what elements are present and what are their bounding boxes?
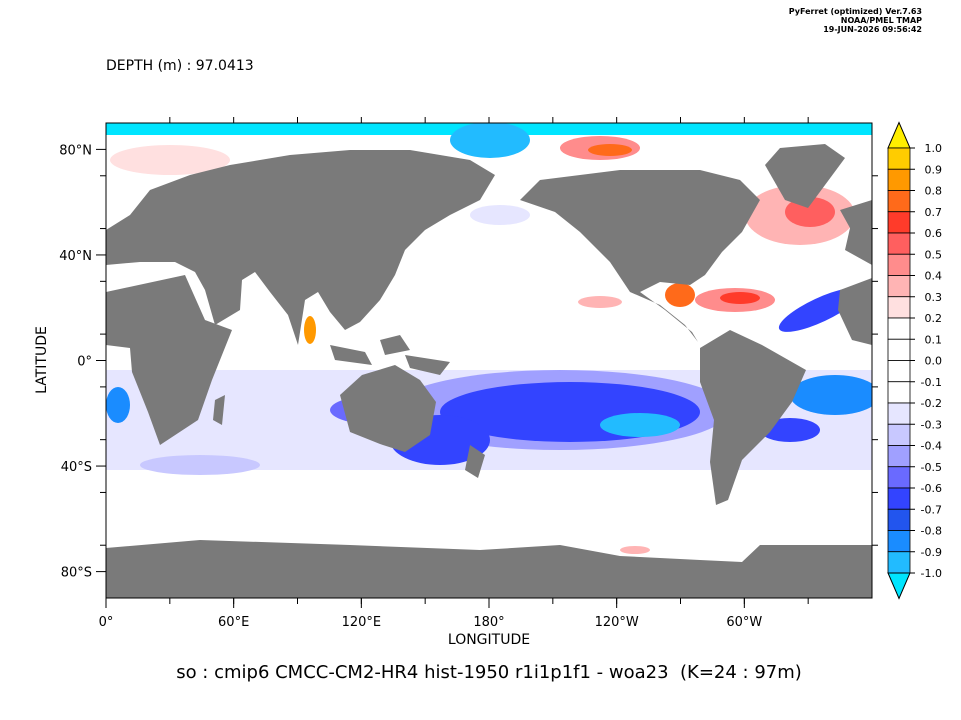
header-line: NOAA/PMEL TMAP <box>841 16 922 25</box>
colorbar-box <box>887 211 911 234</box>
colorbar-label: 0.6 <box>925 227 943 240</box>
colorbar-label: 0.7 <box>925 206 943 219</box>
y-tick-label: 80°N <box>59 143 92 158</box>
colorbar-label: 0.3 <box>925 291 943 304</box>
colorbar-box <box>887 466 911 489</box>
x-tick-label: 120°E <box>342 615 382 630</box>
colorbar-box <box>887 338 911 361</box>
footer-title: so : cmip6 CMCC-CM2-HR4 hist-1950 r1i1p1… <box>176 662 802 683</box>
colorbar-label: 0.9 <box>925 163 943 176</box>
header-line: PyFerret (optimized) Ver.7.63 <box>789 7 922 16</box>
colorbar-label: -0.1 <box>921 376 942 389</box>
x-tick-label: 0° <box>99 615 114 630</box>
colorbar-label: 1.0 <box>925 142 943 155</box>
colorbar-label: 0.8 <box>925 185 943 198</box>
colorbar-label: -0.8 <box>921 525 942 538</box>
colorbar-box <box>887 253 911 276</box>
colorbar-label: -0.3 <box>921 418 942 431</box>
colorbar-box <box>887 296 911 319</box>
colorbar-box <box>887 445 911 468</box>
colorbar-box <box>887 232 911 255</box>
colorbar-label: 0.2 <box>925 312 943 325</box>
colorbar-box <box>887 508 911 531</box>
y-tick-label: 40°S <box>61 460 92 475</box>
colorbar-label: -0.6 <box>921 482 942 495</box>
colorbar-box <box>887 487 911 510</box>
x-axis-label: LONGITUDE <box>448 632 530 648</box>
colorbar-label: 0.4 <box>925 270 943 283</box>
colorbar-box <box>887 381 911 404</box>
colorbar-box <box>887 147 911 170</box>
colorbar-under <box>887 572 911 600</box>
x-tick-label: 120°W <box>595 615 639 630</box>
colorbar-box <box>887 275 911 298</box>
colorbar-label: 0.5 <box>925 248 943 261</box>
colorbar-box <box>887 423 911 446</box>
x-tick-label: 60°W <box>726 615 762 630</box>
colorbar-label: -0.9 <box>921 546 942 559</box>
depth-label: DEPTH (m) : 97.0413 <box>106 58 254 74</box>
colorbar-label: -0.5 <box>921 461 942 474</box>
colorbar-box <box>887 402 911 425</box>
colorbar-label: -0.7 <box>921 503 942 516</box>
colorbar-label: -0.2 <box>921 397 942 410</box>
colorbar-label: -0.4 <box>921 440 942 453</box>
colorbar-box <box>887 530 911 553</box>
x-tick-label: 60°E <box>218 615 249 630</box>
y-tick-label: 0° <box>77 355 92 370</box>
colorbar-label: 0.0 <box>925 355 943 368</box>
colorbar-box <box>887 360 911 383</box>
colorbar-over <box>887 121 911 149</box>
y-tick-label: 40°N <box>59 249 92 264</box>
header-line: 19-JUN-2026 09:56:42 <box>823 25 922 34</box>
x-tick-label: 180° <box>473 615 504 630</box>
colorbar-box <box>887 551 911 574</box>
y-axis-label: LATITUDE <box>34 326 50 394</box>
colorbar-box <box>887 168 911 191</box>
colorbar-box <box>887 317 911 340</box>
colorbar-label: -1.0 <box>921 567 942 580</box>
colorbar-label: 0.1 <box>925 333 943 346</box>
map-field <box>105 122 873 599</box>
y-tick-label: 80°S <box>61 566 92 581</box>
colorbar-box <box>887 190 911 213</box>
